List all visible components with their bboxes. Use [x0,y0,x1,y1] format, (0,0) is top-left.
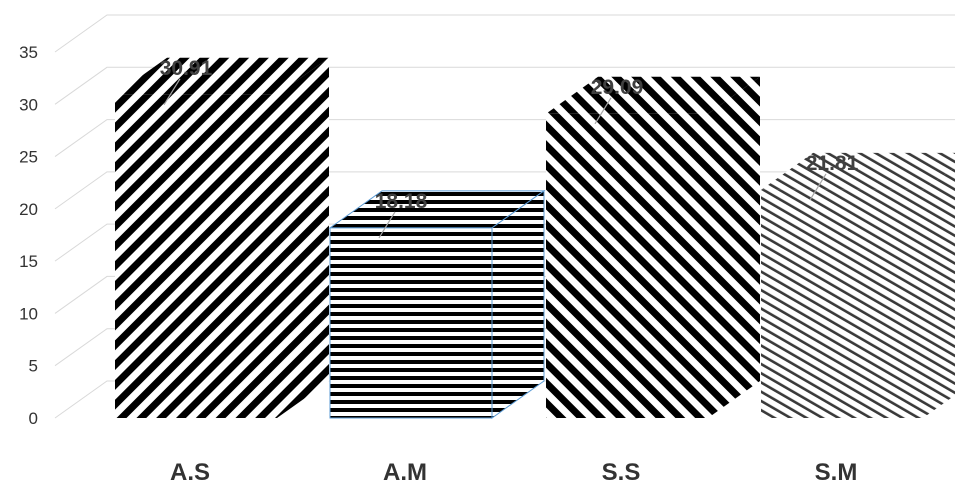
y-tick-label: 25 [19,148,38,167]
x-axis: A.S A.M S.S S.M [170,459,857,486]
y-tick-label: 20 [19,200,38,219]
data-label-leader [163,78,181,106]
bar-top-face [761,152,955,190]
y-tick-label: 35 [19,43,38,62]
bar-side-face [277,57,329,418]
data-label-leader [594,97,612,125]
bars [115,57,955,419]
bar-front-face [546,113,708,419]
bar-a-s [115,57,329,418]
category-label: S.M [815,459,858,486]
bar-side-face [491,189,545,419]
y-tick-label: 10 [19,304,38,323]
data-label: 18.18 [375,190,428,213]
bar-front-face [115,94,277,418]
category-label: A.S [170,459,210,486]
data-label: 21.81 [806,152,859,175]
y-tick-label: 30 [19,95,38,114]
data-label-leader [809,173,827,201]
bar-s-s [546,76,760,419]
bar-front-face [761,189,923,418]
y-tick-label: 0 [29,409,38,428]
bar-side-face [708,76,760,419]
y-axis: 0 5 10 15 20 25 30 35 [19,43,38,428]
bar-s-m [761,152,955,418]
bar-front-face [329,227,493,419]
bar-side-face [923,167,955,418]
y-tick-label: 5 [29,357,38,376]
data-label: 30.91 [160,57,213,80]
gridline [54,14,955,53]
gridlines [54,14,955,419]
data-label-leader [378,211,396,239]
data-label: 29.09 [591,76,644,99]
gridline [54,66,955,105]
y-tick-label: 15 [19,252,38,271]
data-labels: 30.91 18.18 29.09 21.81 [160,57,859,239]
category-label: A.M [383,459,427,486]
bar-top-face [115,57,329,95]
category-label: S.S [602,459,641,486]
bar-top-face [546,76,760,114]
bar-a-m [328,189,546,419]
